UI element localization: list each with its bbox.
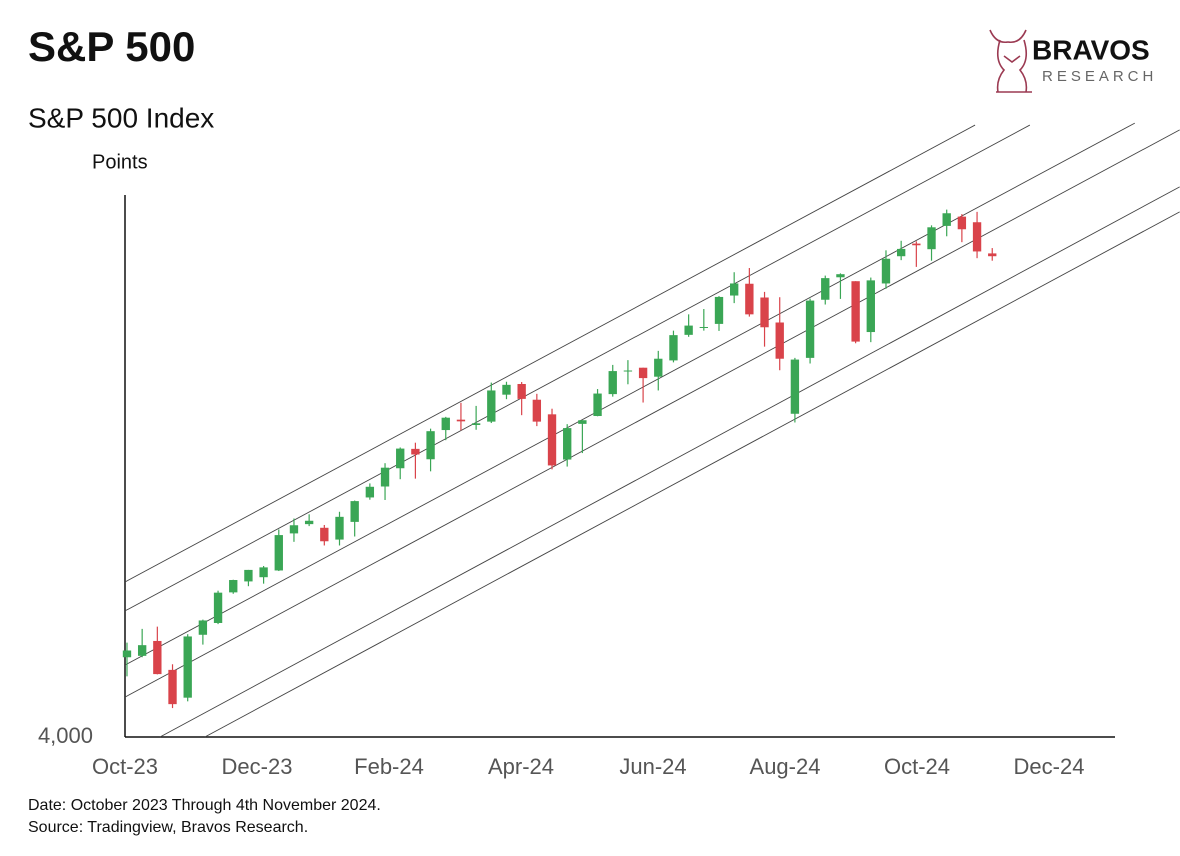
candle-body [805, 300, 815, 358]
candle-body [608, 371, 617, 395]
footer-note: Date: October 2023 Through 4th November … [28, 797, 381, 814]
candle-body [153, 640, 162, 675]
candle-body [988, 253, 997, 257]
y-axis-label: Points [92, 151, 148, 173]
candle-body [927, 227, 936, 250]
candle-body [213, 592, 223, 623]
x-tick-label: Dec-24 [1014, 754, 1085, 779]
candle-body [471, 423, 481, 425]
candle-body [350, 501, 359, 522]
candle-body [304, 520, 314, 525]
candle-body [896, 248, 906, 257]
candle-body [654, 358, 663, 377]
candle-body [183, 636, 192, 698]
candle-body [775, 322, 784, 359]
channel-line [124, 124, 1031, 612]
x-tick-label: Dec-23 [222, 754, 293, 779]
logo-tagline: RESEARCH [1042, 68, 1157, 85]
candle-body [168, 669, 177, 705]
candle-body [669, 335, 678, 361]
chart-subtitle: S&P 500 Index [28, 102, 214, 133]
candle-body [274, 535, 283, 571]
candle-body [866, 280, 875, 333]
candle-body [972, 222, 982, 252]
candle-body [320, 527, 329, 542]
candle-body [593, 393, 602, 417]
candle-body [122, 650, 132, 658]
y-tick-label: 4,000 [38, 723, 93, 748]
channel-line [159, 186, 1180, 738]
candle-body [365, 486, 375, 498]
x-tick-label: Feb-24 [354, 754, 424, 779]
candle-body [790, 359, 800, 414]
candle-body [684, 325, 693, 335]
candle-body [244, 569, 253, 582]
chart-title: S&P 500 [28, 23, 195, 70]
candle-body [532, 399, 542, 422]
x-tick-label: Oct-23 [92, 754, 158, 779]
x-tick-label: Apr-24 [488, 754, 554, 779]
candle-body [714, 296, 724, 324]
x-tick-label: Jun-24 [619, 754, 686, 779]
candle-body [699, 326, 708, 328]
x-tick-label: Oct-24 [884, 754, 950, 779]
candle-body [851, 281, 860, 342]
candle-body [547, 414, 557, 466]
candle-body [396, 448, 405, 469]
channel-line [124, 124, 976, 583]
candle-body [229, 580, 238, 593]
candle-body [456, 419, 466, 422]
logo-name: BRAVOS [1032, 34, 1150, 65]
candle-body [487, 390, 496, 422]
candle-body [137, 645, 147, 656]
candle-body [411, 448, 420, 455]
candle-body [821, 278, 830, 300]
candle-body [912, 243, 921, 246]
candle-body [289, 525, 299, 534]
candle-body [426, 431, 435, 460]
candle-body [942, 213, 951, 226]
candle-body [881, 258, 891, 284]
footer-note: Source: Tradingview, Bravos Research. [28, 819, 308, 836]
logo-icon [989, 29, 1032, 93]
candle-body [502, 384, 511, 395]
candle-body [380, 467, 390, 487]
candle-body [745, 283, 754, 315]
candle-body [259, 567, 268, 578]
candle-body [563, 428, 572, 460]
candle-body [335, 516, 344, 540]
channel-line [124, 122, 1136, 666]
candle-body [441, 417, 450, 431]
candle-body [730, 283, 739, 296]
candle-body [638, 367, 648, 379]
candle-body [517, 383, 526, 399]
channel-line [124, 129, 1180, 698]
candle-body [578, 420, 587, 424]
candle-body [760, 297, 769, 328]
channel-line [204, 211, 1180, 738]
candle-body [836, 274, 845, 278]
x-tick-label: Aug-24 [750, 754, 821, 779]
candle-body [623, 370, 633, 372]
candle-body [198, 620, 208, 635]
candle-body [957, 216, 967, 230]
